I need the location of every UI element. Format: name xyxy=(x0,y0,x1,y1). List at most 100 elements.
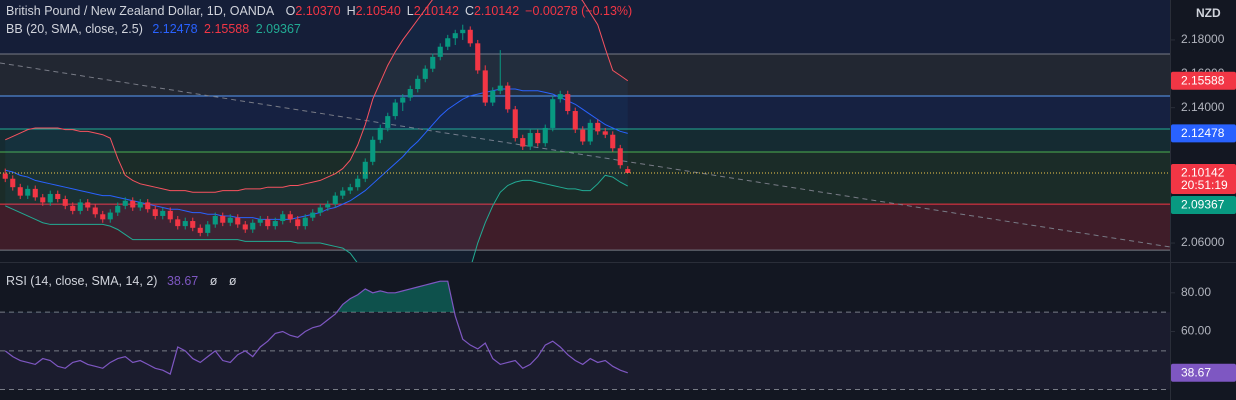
ohlc-value: 2.10540 xyxy=(355,4,401,18)
price-badge xyxy=(1171,124,1236,143)
price-badge-label: 2.10142 xyxy=(1181,166,1225,180)
rsi-na: ø xyxy=(228,274,237,288)
price-panel xyxy=(0,0,1170,262)
candle-body xyxy=(407,89,413,98)
candle-body xyxy=(32,188,38,198)
candle-body xyxy=(280,214,286,222)
candle-body xyxy=(445,38,451,47)
candle-body xyxy=(625,169,631,173)
symbol-legend: British Pound / New Zealand Dollar, 1D, … xyxy=(6,4,632,18)
y-tick-label: 60.00 xyxy=(1181,324,1211,338)
y-tick-label: 2.06000 xyxy=(1181,235,1225,249)
bb-legend: BB (20, SMA, close, 2.5) 2.12478 2.15588… xyxy=(6,22,304,36)
candle-body xyxy=(460,29,466,34)
candle-body xyxy=(212,215,218,225)
candle-body xyxy=(565,94,571,112)
zone-fill xyxy=(0,95,1170,129)
candle-body xyxy=(452,33,458,39)
candle-body xyxy=(557,94,563,100)
candle-body xyxy=(62,199,68,206)
candle-body xyxy=(347,187,353,191)
candle-body xyxy=(10,178,16,188)
candle-body xyxy=(272,221,278,227)
candle-body xyxy=(2,173,8,179)
candle-body xyxy=(415,78,421,90)
ohlc-value: 2.10142 xyxy=(413,4,459,18)
candle-body xyxy=(325,204,331,208)
candle-body xyxy=(302,217,308,227)
candle-body xyxy=(535,133,541,144)
candle-body xyxy=(430,56,436,69)
candle-body xyxy=(235,217,241,225)
candle-body xyxy=(115,205,121,213)
candle-body xyxy=(310,212,316,218)
candle-body xyxy=(512,109,518,139)
candle-body xyxy=(392,102,398,117)
candle-body xyxy=(527,133,533,147)
bb-name: BB (20, SMA, close, 2.5) xyxy=(6,22,143,36)
ohlc-value: 2.10142 xyxy=(473,4,520,18)
bb-upper-value: 2.15588 xyxy=(204,22,250,36)
currency-label: NZD xyxy=(1196,6,1221,20)
candle-body xyxy=(17,187,23,196)
bb-basis-value: 2.12478 xyxy=(152,22,198,36)
candle-body xyxy=(385,116,391,128)
candle-body xyxy=(542,127,548,144)
zone-fill xyxy=(0,151,1170,205)
candle-body xyxy=(340,190,346,196)
zone-fill xyxy=(0,0,1170,54)
candle-body xyxy=(257,219,263,223)
candle-body xyxy=(602,131,608,135)
bb-line xyxy=(5,88,628,220)
rsi-badge xyxy=(1171,363,1236,382)
price-badge-label: 2.12478 xyxy=(1181,126,1225,140)
ohlc-label: L xyxy=(406,4,414,18)
candle-body xyxy=(227,217,233,223)
candle-body xyxy=(100,214,106,220)
candle-body xyxy=(580,129,586,142)
candle-body xyxy=(182,221,188,227)
bb-lower-value: 2.09367 xyxy=(255,22,301,36)
rsi-value: 38.67 xyxy=(166,274,199,288)
rsi-line xyxy=(4,280,628,375)
candle-body xyxy=(467,29,473,44)
candle-body xyxy=(130,200,136,208)
ohlc-label: O xyxy=(285,4,296,18)
symbol: British Pound / New Zealand Dollar, 1D, … xyxy=(6,4,275,18)
candle-body xyxy=(505,85,511,110)
price-badge-label: 2.09367 xyxy=(1181,198,1225,212)
candle-body xyxy=(490,90,496,103)
bb-line xyxy=(5,0,629,193)
y-tick-label: 80.00 xyxy=(1181,285,1211,299)
candle-body xyxy=(355,178,361,188)
candle-body xyxy=(572,111,578,130)
rsi-legend: RSI (14, close, SMA, 14, 2) 38.67 ø ø xyxy=(6,274,239,288)
candle-body xyxy=(422,68,428,79)
candle-body xyxy=(332,195,338,205)
candle-body xyxy=(265,219,271,227)
candle-body xyxy=(190,221,196,228)
candle-body xyxy=(475,43,481,71)
zone-fill xyxy=(0,53,1170,96)
candle-body xyxy=(55,193,61,200)
candle-body xyxy=(40,197,46,203)
candle-body xyxy=(587,122,593,142)
candle-body xyxy=(610,134,616,149)
candle-body xyxy=(520,138,526,147)
candle-body xyxy=(287,214,293,220)
candle-body xyxy=(160,210,166,216)
bb-line xyxy=(5,174,628,262)
candle-body xyxy=(107,212,113,220)
candle-body xyxy=(77,202,83,211)
rsi-panel xyxy=(0,280,1170,391)
candle-body xyxy=(122,200,128,206)
candle-body xyxy=(25,188,31,196)
candle-body xyxy=(550,99,556,128)
candle-body xyxy=(85,202,91,208)
candle-body xyxy=(362,161,368,179)
price-badge xyxy=(1171,163,1236,194)
rsi-na: ø xyxy=(209,274,218,288)
candle-body xyxy=(92,207,98,215)
